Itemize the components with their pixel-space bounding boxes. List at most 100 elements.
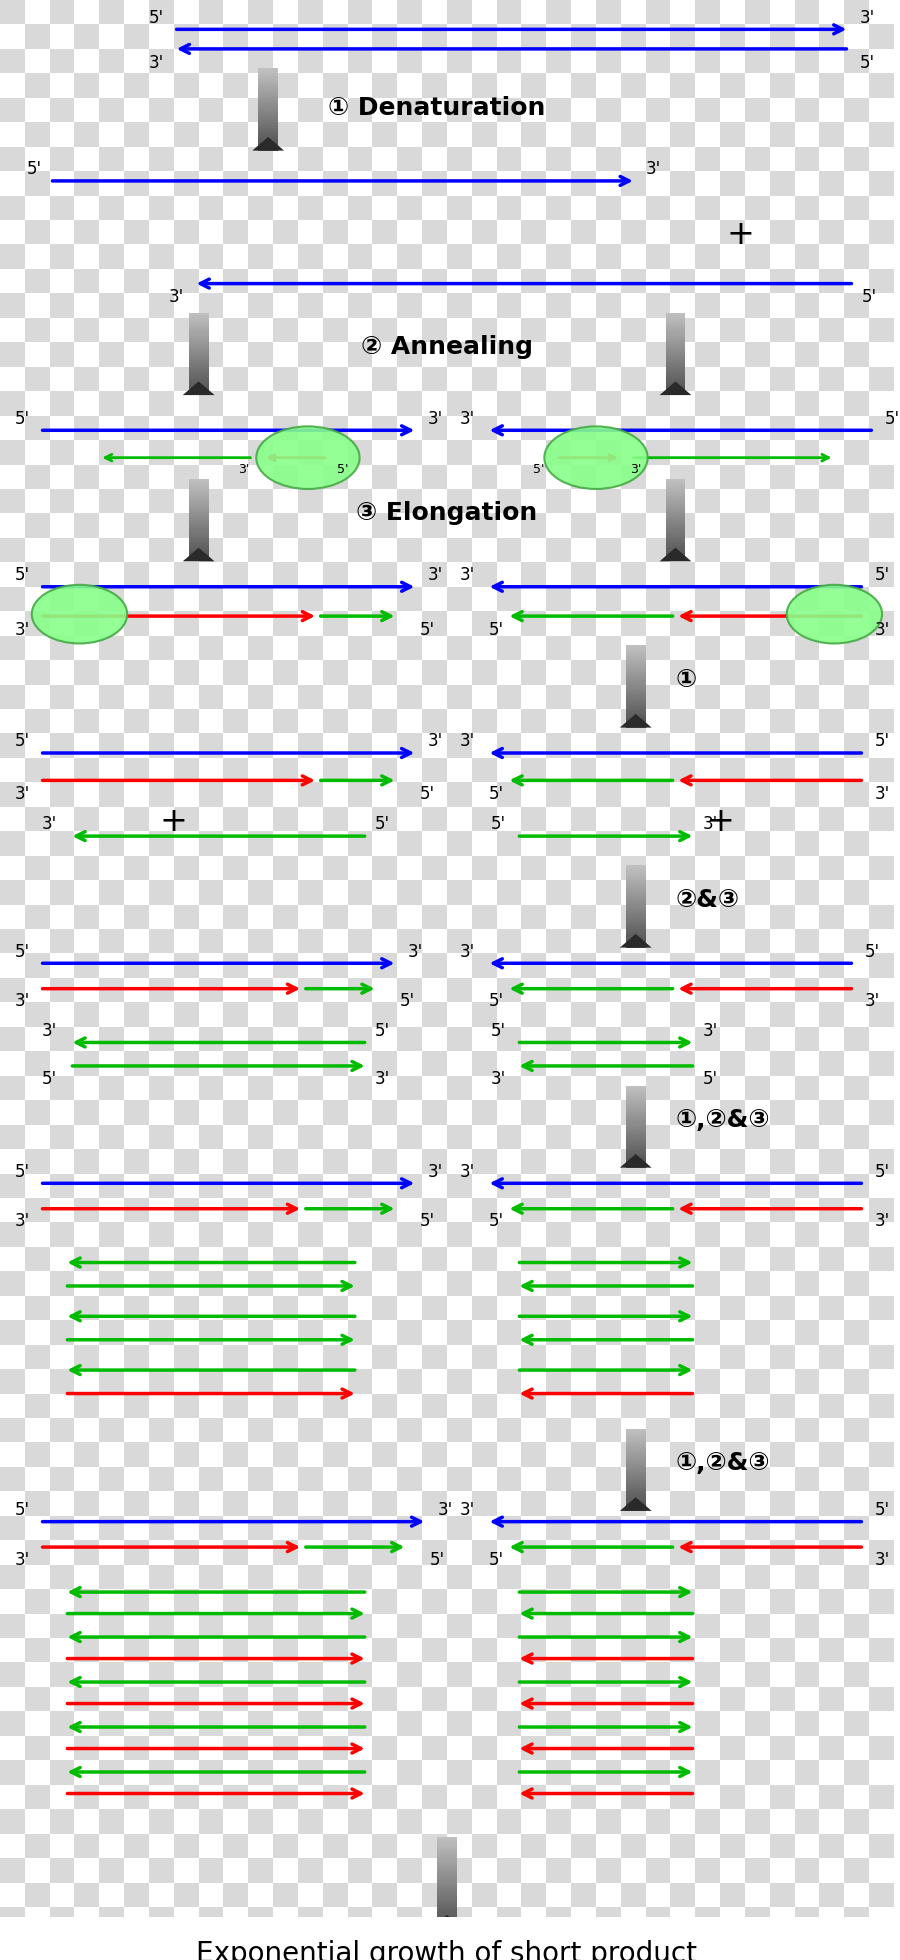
Bar <box>645 759 670 782</box>
Bar <box>50 294 75 318</box>
Bar <box>820 1786 844 1809</box>
Bar <box>521 978 546 1002</box>
Bar <box>99 857 124 880</box>
Bar <box>422 1100 447 1125</box>
Bar <box>447 880 472 906</box>
Bar <box>795 1443 820 1466</box>
Bar <box>472 1100 497 1125</box>
Bar <box>497 1809 521 1835</box>
Bar <box>546 1639 572 1662</box>
Bar <box>696 537 720 563</box>
Bar <box>621 1931 645 1956</box>
Bar <box>720 1027 745 1051</box>
Bar <box>437 1878 457 1880</box>
Bar <box>323 1149 347 1174</box>
Bar <box>795 1345 820 1370</box>
Bar <box>696 1466 720 1492</box>
Bar <box>472 710 497 733</box>
Bar <box>670 98 696 122</box>
Bar <box>521 1858 546 1882</box>
Bar <box>820 1076 844 1100</box>
Bar <box>274 880 298 906</box>
Bar <box>844 1223 869 1247</box>
Bar <box>472 1760 497 1786</box>
Bar <box>373 1076 397 1100</box>
Bar <box>472 684 497 710</box>
Bar <box>795 733 820 759</box>
Bar <box>670 1590 696 1613</box>
Bar <box>199 929 223 953</box>
Bar <box>894 733 900 759</box>
Bar <box>720 1809 745 1835</box>
Bar <box>745 196 770 220</box>
Bar <box>75 1076 99 1100</box>
Bar <box>696 24 720 49</box>
Bar <box>546 563 572 586</box>
Bar <box>720 416 745 441</box>
Bar <box>844 1321 869 1345</box>
Bar <box>25 1515 50 1541</box>
Bar <box>25 929 50 953</box>
Bar <box>497 514 521 537</box>
Bar <box>124 196 149 220</box>
Bar <box>869 220 894 245</box>
Bar <box>472 416 497 441</box>
Bar <box>50 1321 75 1345</box>
Bar <box>521 1417 546 1443</box>
Bar <box>670 1760 696 1786</box>
Bar <box>626 700 645 702</box>
Bar <box>189 335 209 337</box>
Bar <box>75 1737 99 1760</box>
Bar <box>0 1125 25 1149</box>
Bar <box>844 1466 869 1492</box>
Bar <box>596 1737 621 1760</box>
Bar <box>720 782 745 808</box>
Bar <box>223 196 248 220</box>
Bar <box>149 514 174 537</box>
Bar <box>596 1515 621 1541</box>
Bar <box>596 1466 621 1492</box>
Bar <box>572 808 596 831</box>
Bar <box>626 1160 645 1162</box>
Bar <box>670 953 696 978</box>
Bar <box>720 514 745 537</box>
Bar <box>99 759 124 782</box>
Text: 5': 5' <box>533 463 544 476</box>
Bar <box>223 1394 248 1417</box>
Bar <box>347 1590 373 1613</box>
Bar <box>497 245 521 269</box>
Bar <box>720 661 745 684</box>
Bar <box>626 882 645 884</box>
Bar <box>546 441 572 465</box>
Bar <box>25 1662 50 1688</box>
Bar <box>422 1296 447 1321</box>
Bar <box>25 1882 50 1907</box>
Bar <box>621 1296 645 1321</box>
Bar <box>258 143 278 145</box>
Bar <box>447 1417 472 1443</box>
Bar <box>258 137 278 139</box>
Bar <box>546 1345 572 1370</box>
Bar <box>745 1223 770 1247</box>
Bar <box>124 1125 149 1149</box>
Bar <box>25 782 50 808</box>
Bar <box>373 1639 397 1662</box>
Bar <box>696 1907 720 1931</box>
Bar <box>397 1125 422 1149</box>
Bar <box>665 551 686 553</box>
Bar <box>373 171 397 196</box>
Bar <box>99 1590 124 1613</box>
Bar <box>199 1417 223 1443</box>
Bar <box>521 661 546 684</box>
Text: 5': 5' <box>875 1162 889 1180</box>
Bar <box>397 98 422 122</box>
Bar <box>770 1882 795 1907</box>
Bar <box>99 171 124 196</box>
Bar <box>696 1002 720 1027</box>
Bar <box>0 1737 25 1760</box>
Bar <box>75 857 99 880</box>
Bar <box>665 329 686 331</box>
Bar <box>258 139 278 141</box>
Bar <box>820 1541 844 1564</box>
Bar <box>720 612 745 635</box>
